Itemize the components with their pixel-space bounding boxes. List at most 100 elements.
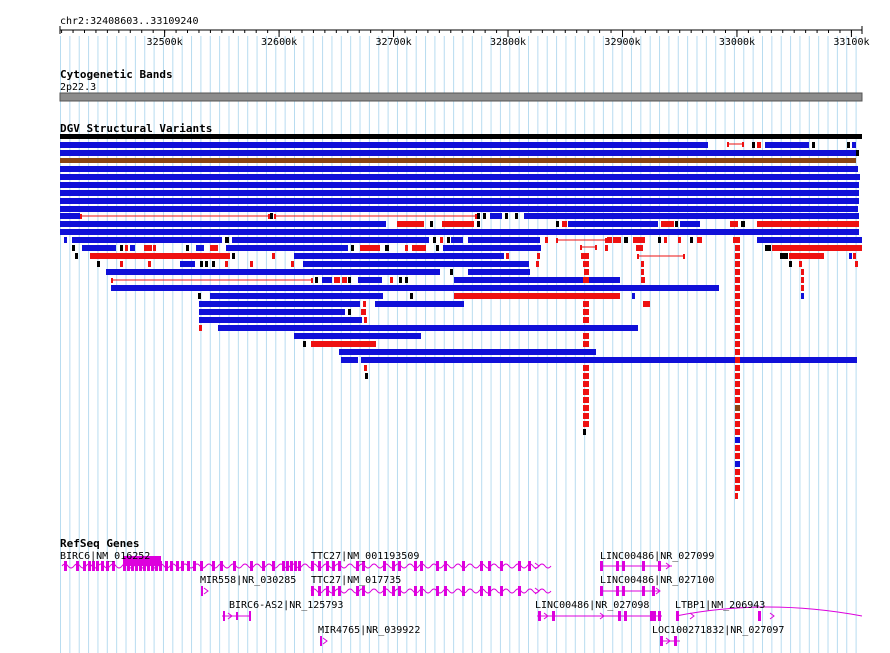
dgv-variant[interactable] <box>111 285 719 291</box>
gene-exon[interactable] <box>272 561 275 571</box>
dgv-variant[interactable] <box>801 269 804 275</box>
dgv-variant[interactable] <box>351 245 354 251</box>
dgv-variant[interactable] <box>675 221 678 227</box>
gene-exon[interactable] <box>658 561 661 571</box>
dgv-variant[interactable] <box>633 237 645 243</box>
dgv-variant[interactable] <box>545 237 548 243</box>
dgv-variant[interactable] <box>250 261 253 267</box>
dgv-variant-end[interactable] <box>80 214 82 219</box>
gene-exon[interactable] <box>326 586 329 596</box>
dgv-variant[interactable] <box>664 237 667 243</box>
dgv-variant[interactable] <box>440 237 443 243</box>
dgv-variant[interactable] <box>60 190 859 196</box>
dgv-variant[interactable] <box>311 341 376 347</box>
gene-exon[interactable] <box>233 561 236 571</box>
dgv-variant[interactable] <box>361 357 857 363</box>
gene-exon[interactable] <box>660 636 663 646</box>
dgv-variant[interactable] <box>390 277 393 283</box>
dgv-variant[interactable] <box>583 309 589 315</box>
gene-exon[interactable] <box>101 561 104 571</box>
gene-exon[interactable] <box>420 561 423 571</box>
dgv-variant[interactable] <box>430 221 433 227</box>
dgv-variant[interactable] <box>735 245 740 251</box>
dgv-variant[interactable] <box>334 277 340 283</box>
gene-exon[interactable] <box>338 586 341 596</box>
dgv-variant[interactable] <box>125 245 128 251</box>
dgv-variant[interactable] <box>477 213 480 219</box>
gene-exon[interactable] <box>193 561 196 571</box>
gene-exon[interactable] <box>220 561 223 571</box>
dgv-variant[interactable] <box>186 245 189 251</box>
dgv-variant[interactable] <box>583 373 589 379</box>
dgv-variant[interactable] <box>405 277 408 283</box>
gene-exon[interactable] <box>500 561 503 571</box>
cytoband-track[interactable]: Cytogenetic Bands 2p22.3 <box>59 68 863 102</box>
dgv-variant[interactable] <box>757 221 859 227</box>
dgv-variant[interactable] <box>64 237 67 243</box>
dgv-variant[interactable] <box>60 213 80 219</box>
dgv-variant[interactable] <box>583 381 589 387</box>
dgv-variant[interactable] <box>196 245 204 251</box>
gene-exon[interactable] <box>383 561 386 571</box>
gene-exon[interactable] <box>398 586 401 596</box>
dgv-variant[interactable] <box>735 429 740 435</box>
dgv-variant[interactable] <box>106 269 440 275</box>
dgv-variant-end[interactable] <box>605 238 607 243</box>
dgv-variant[interactable] <box>120 245 123 251</box>
gene-exon[interactable] <box>618 611 621 621</box>
dgv-variant[interactable] <box>363 301 366 307</box>
dgv-variant[interactable] <box>801 293 804 299</box>
dgv-variant[interactable] <box>741 221 745 227</box>
dgv-variant[interactable] <box>180 261 195 267</box>
dgv-variant[interactable] <box>225 237 229 243</box>
dgv-variant[interactable] <box>198 293 201 299</box>
gene-exon[interactable] <box>480 561 483 571</box>
dgv-variant[interactable] <box>789 253 824 259</box>
dgv-variant[interactable] <box>218 325 638 331</box>
dgv-variant[interactable] <box>210 245 218 251</box>
dgv-variant[interactable] <box>232 253 235 259</box>
dgv-variant[interactable] <box>536 261 539 267</box>
dgv-variant-end[interactable] <box>311 278 313 283</box>
dgv-variant-end[interactable] <box>580 245 582 250</box>
dgv-variant[interactable] <box>315 277 318 283</box>
gene-exon[interactable] <box>106 561 109 571</box>
dgv-variant[interactable] <box>97 261 100 267</box>
dgv-variant[interactable] <box>735 477 740 483</box>
dgv-variant[interactable] <box>583 389 589 395</box>
gene-exon[interactable] <box>414 561 417 571</box>
gene-models[interactable] <box>61 556 863 646</box>
dgv-track[interactable]: DGV Structural Variants <box>60 122 862 499</box>
dgv-variant[interactable] <box>232 237 429 243</box>
dgv-variant[interactable] <box>210 293 383 299</box>
dgv-variant[interactable] <box>60 142 708 148</box>
dgv-variant[interactable] <box>477 221 480 227</box>
dgv-variant[interactable] <box>735 365 740 371</box>
dgv-variant[interactable] <box>780 253 788 259</box>
dgv-variant[interactable] <box>735 309 740 315</box>
dgv-variant[interactable] <box>199 317 362 323</box>
gene-exon[interactable] <box>488 586 491 596</box>
dgv-variant-end[interactable] <box>274 214 276 219</box>
dgv-variant[interactable] <box>90 253 230 259</box>
gene-exon[interactable] <box>356 561 359 571</box>
gene-exon[interactable] <box>674 636 677 646</box>
dgv-variant[interactable] <box>636 245 643 251</box>
dgv-variant[interactable] <box>225 261 228 267</box>
dgv-variant[interactable] <box>735 421 740 427</box>
dgv-variant[interactable] <box>468 269 530 275</box>
dgv-variant[interactable] <box>752 142 755 148</box>
dgv-variant[interactable] <box>735 469 740 475</box>
dgv-variant[interactable] <box>812 142 815 148</box>
dgv-variant[interactable] <box>583 333 589 339</box>
dgv-variant-end[interactable] <box>556 238 558 243</box>
dgv-variant[interactable] <box>342 277 347 283</box>
gene-exon[interactable] <box>64 561 67 571</box>
gene-exon[interactable] <box>622 561 625 571</box>
dgv-variant[interactable] <box>375 301 464 307</box>
dgv-variant[interactable] <box>130 245 135 251</box>
dgv-variant[interactable] <box>847 142 850 148</box>
dgv-variant[interactable] <box>735 453 740 459</box>
dgv-variant[interactable] <box>82 245 116 251</box>
gene-exon[interactable] <box>600 586 603 596</box>
